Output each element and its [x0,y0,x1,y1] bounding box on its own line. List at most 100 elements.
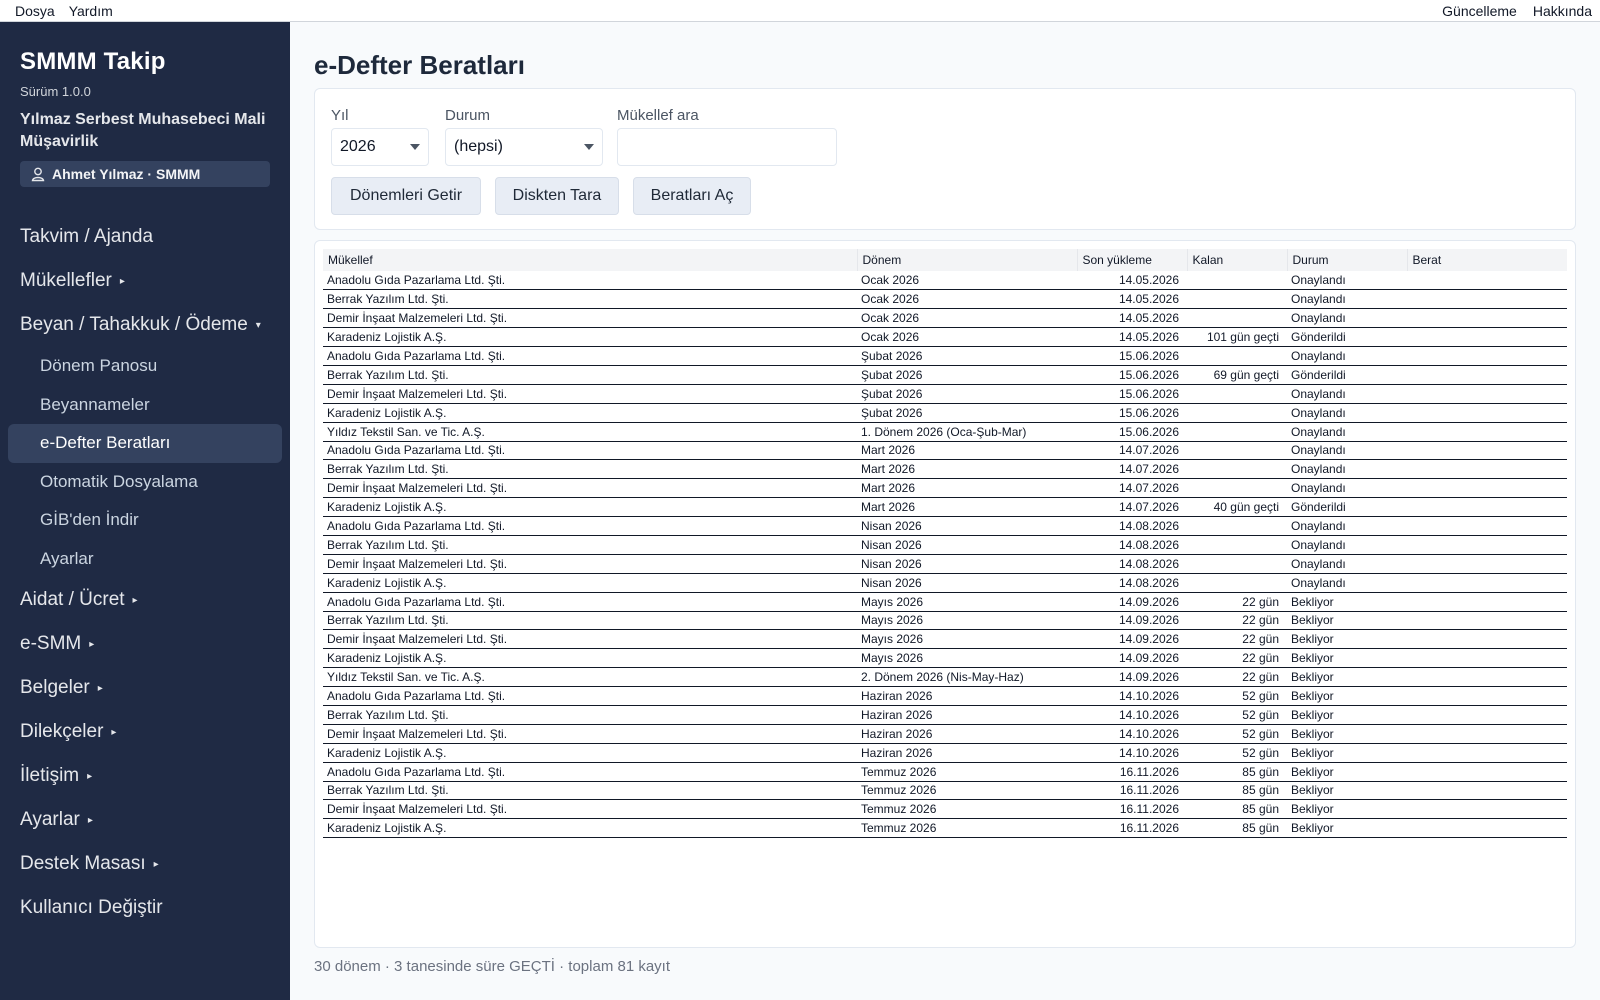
cell-son-yukleme: 15.06.2026 [1077,422,1187,442]
menu-hakkinda[interactable]: Hakkında [1532,2,1592,19]
menu-yardim[interactable]: Yardım [68,2,113,19]
table-row[interactable]: Anadolu Gıda Pazarlama Ltd. Şti. Temmuz 2… [323,762,1567,782]
sidebar-item-belgeler[interactable]: Belgeler ▸ [0,666,290,710]
sidebar-item-dilekceler[interactable]: Dilekçeler ▸ [0,710,290,754]
table-row[interactable]: Demir İnşaat Malzemeleri Ltd. Şti. Ocak 2… [323,308,1567,329]
cell-kalan: 52 gün [1187,686,1287,706]
cell-mukellef: Anadolu Gıda Pazarlama Ltd. Şti. [323,441,857,461]
column-header-durum[interactable]: Durum [1287,249,1408,271]
sidebar-subitem-edefter-beratlari[interactable]: e-Defter Beratları [8,424,282,463]
cell-mukellef: Karadeniz Lojistik A.Ş. [323,648,857,669]
table-row[interactable]: Berrak Yazılım Ltd. Şti. Mart 2026 14.07.2… [323,459,1567,480]
year-value: 2026 [340,138,376,155]
table-row[interactable]: Demir İnşaat Malzemeleri Ltd. Şti. Nisan … [323,554,1567,574]
cell-kalan [1187,554,1287,574]
status-select[interactable]: (hepsi) [445,128,603,166]
cell-durum: Onaylandı [1287,403,1407,423]
sidebar-item-iletisim[interactable]: İletişim ▸ [0,754,290,798]
table-row[interactable]: Anadolu Gıda Pazarlama Ltd. Şti. Ocak 202… [323,271,1567,291]
dropdown-arrow-icon [410,144,420,150]
cell-durum: Bekliyor [1287,629,1407,650]
table-row[interactable]: Berrak Yazılım Ltd. Şti. Haziran 2026 14.1… [323,705,1567,725]
cell-berat [1407,781,1567,801]
cell-kalan: 22 gün [1187,592,1287,612]
cell-berat [1407,743,1567,763]
table-row[interactable]: Demir İnşaat Malzemeleri Ltd. Şti. Şubat … [323,384,1567,404]
sidebar-item-takvim[interactable]: Takvim / Ajanda [0,215,290,259]
column-header-donem[interactable]: Dönem [857,249,1078,271]
table-row[interactable]: Berrak Yazılım Ltd. Şti. Şubat 2026 15.06.… [323,365,1567,385]
table-row[interactable]: Karadeniz Lojistik A.Ş. Mayıs 2026 14.09.2… [323,648,1567,669]
scan-disk-button[interactable]: Diskten Tara [495,177,619,215]
table-row[interactable]: Berrak Yazılım Ltd. Şti. Mayıs 2026 14.09.… [323,611,1567,631]
fetch-periods-button[interactable]: Dönemleri Getir [331,177,481,215]
table-row[interactable]: Demir İnşaat Malzemeleri Ltd. Şti. Mart 2… [323,478,1567,499]
caret-right-icon: ▸ [89,638,95,650]
menu-guncelleme[interactable]: Güncelleme [1442,2,1517,19]
cell-mukellef: Berrak Yazılım Ltd. Şti. [323,535,857,555]
year-select[interactable]: 2026 [331,128,429,166]
cell-mukellef: Karadeniz Lojistik A.Ş. [323,497,857,518]
column-header-kalan[interactable]: Kalan [1187,249,1288,271]
sidebar-item-destek[interactable]: Destek Masası ▸ [0,842,290,886]
table-row[interactable]: Karadeniz Lojistik A.Ş. Şubat 2026 15.06.2… [323,403,1567,423]
table-row[interactable]: Yıldız Tekstil San. ve Tic. A.Ş. 2. Dönem… [323,667,1567,688]
cell-donem: Mart 2026 [857,497,1077,518]
menu-dosya[interactable]: Dosya [15,2,55,19]
sidebar-item-mukellefler[interactable]: Mükellefler ▸ [0,259,290,303]
app-version: Sürüm 1.0.0 [20,84,91,99]
cell-mukellef: Anadolu Gıda Pazarlama Ltd. Şti. [323,516,857,536]
sidebar-subitem-ayarlar[interactable]: Ayarlar [40,548,94,568]
cell-donem: Temmuz 2026 [857,818,1077,839]
sidebar-subitem-gibden-indir[interactable]: GİB'den İndir [40,510,139,530]
cell-kalan [1187,271,1287,291]
cell-durum: Bekliyor [1287,667,1407,688]
table-row[interactable]: Karadeniz Lojistik A.Ş. Ocak 2026 14.05.20… [323,327,1567,348]
user-icon [30,166,46,182]
table-header-row: Mükellef Dönem Son yükleme Kalan Durum B… [323,249,1567,271]
sidebar-item-label: Takvim / Ajanda [20,226,154,247]
sidebar-subitem-donem-panosu[interactable]: Dönem Panosu [40,356,158,376]
column-header-son-yukleme[interactable]: Son yükleme [1077,249,1188,271]
cell-mukellef: Berrak Yazılım Ltd. Şti. [323,289,857,310]
sidebar-item-esmm[interactable]: e-SMM ▸ [0,622,290,666]
table-row[interactable]: Demir İnşaat Malzemeleri Ltd. Şti. Hazira… [323,724,1567,744]
table-row[interactable]: Demir İnşaat Malzemeleri Ltd. Şti. Mayıs … [323,629,1567,650]
table-row[interactable]: Anadolu Gıda Pazarlama Ltd. Şti. Mart 202… [323,441,1567,461]
table-row[interactable]: Karadeniz Lojistik A.Ş. Temmuz 2026 16.11.… [323,818,1567,839]
table-row[interactable]: Anadolu Gıda Pazarlama Ltd. Şti. Haziran … [323,686,1567,706]
sidebar-subitem-beyannameler[interactable]: Beyannameler [40,394,150,414]
cell-mukellef: Berrak Yazılım Ltd. Şti. [323,611,857,631]
table-row[interactable]: Anadolu Gıda Pazarlama Ltd. Şti. Mayıs 20… [323,592,1567,612]
table-row[interactable]: Yıldız Tekstil San. ve Tic. A.Ş. 1. Dönem… [323,422,1567,442]
sidebar-item-aidat[interactable]: Aidat / Ücret ▸ [0,578,290,622]
cell-son-yukleme: 14.10.2026 [1077,724,1187,744]
cell-berat [1407,271,1567,291]
table-row[interactable]: Karadeniz Lojistik A.Ş. Mart 2026 14.07.20… [323,497,1567,518]
table-row[interactable]: Berrak Yazılım Ltd. Şti. Temmuz 2026 16.11… [323,781,1567,801]
cell-donem: Ocak 2026 [857,271,1077,291]
cell-donem: Şubat 2026 [857,384,1077,404]
user-badge[interactable]: Ahmet Yılmaz · SMMM [20,161,270,187]
column-header-berat[interactable]: Berat [1407,249,1567,271]
cell-durum: Bekliyor [1287,781,1407,801]
table-row[interactable]: Karadeniz Lojistik A.Ş. Nisan 2026 14.08.2… [323,573,1567,593]
cell-kalan: 22 gün [1187,667,1287,688]
table-row[interactable]: Demir İnşaat Malzemeleri Ltd. Şti. Temmuz… [323,799,1567,820]
table-row[interactable]: Berrak Yazılım Ltd. Şti. Ocak 2026 14.05.2… [323,289,1567,310]
cell-donem: Nisan 2026 [857,554,1077,574]
cell-durum: Onaylandı [1287,271,1407,291]
table-row[interactable]: Anadolu Gıda Pazarlama Ltd. Şti. Nisan 20… [323,516,1567,536]
cell-son-yukleme: 16.11.2026 [1077,762,1187,782]
sidebar-item-beyan[interactable]: Beyan / Tahakkuk / Ödeme ▾ [0,303,290,347]
table-row[interactable]: Berrak Yazılım Ltd. Şti. Nisan 2026 14.08.… [323,535,1567,555]
search-input[interactable] [617,128,837,166]
table-row[interactable]: Anadolu Gıda Pazarlama Ltd. Şti. Şubat 20… [323,346,1567,366]
cell-durum: Bekliyor [1287,818,1407,839]
column-header-mukellef[interactable]: Mükellef [323,249,858,271]
open-berats-button[interactable]: Beratları Aç [633,177,751,215]
sidebar-item-ayarlar[interactable]: Ayarlar ▸ [0,798,290,842]
sidebar-item-kullanici-degistir[interactable]: Kullanıcı Değiştir [0,886,290,930]
sidebar-subitem-otomatik-dosyalama[interactable]: Otomatik Dosyalama [40,471,198,491]
table-row[interactable]: Karadeniz Lojistik A.Ş. Haziran 2026 14.10… [323,743,1567,763]
